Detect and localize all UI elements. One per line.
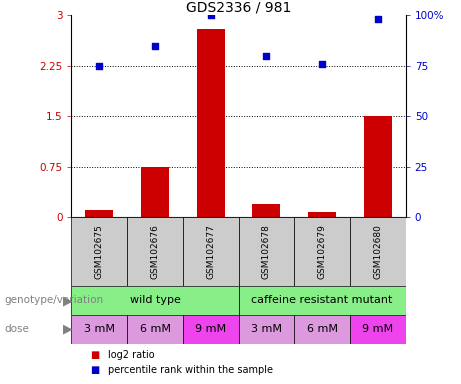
Text: percentile rank within the sample: percentile rank within the sample xyxy=(108,366,273,376)
Text: GSM102678: GSM102678 xyxy=(262,224,271,279)
Bar xyxy=(308,212,336,217)
Text: ▶: ▶ xyxy=(64,294,73,307)
Text: 9 mM: 9 mM xyxy=(195,324,226,334)
Text: 3 mM: 3 mM xyxy=(84,324,115,334)
Text: wild type: wild type xyxy=(130,295,180,306)
Bar xyxy=(183,315,238,344)
Bar xyxy=(350,315,406,344)
Text: 6 mM: 6 mM xyxy=(140,324,171,334)
Text: genotype/variation: genotype/variation xyxy=(5,295,104,306)
Title: GDS2336 / 981: GDS2336 / 981 xyxy=(186,0,291,14)
Text: ▶: ▶ xyxy=(64,323,73,336)
Point xyxy=(151,43,159,49)
Bar xyxy=(364,116,392,217)
Text: GSM102679: GSM102679 xyxy=(318,224,327,279)
Text: GSM102675: GSM102675 xyxy=(95,224,104,279)
Bar xyxy=(127,217,183,286)
Bar xyxy=(183,217,238,286)
Point xyxy=(374,17,382,23)
Point xyxy=(263,53,270,59)
Point xyxy=(319,61,326,68)
Bar xyxy=(71,217,127,286)
Text: GSM102680: GSM102680 xyxy=(373,224,382,279)
Text: ■: ■ xyxy=(90,350,99,360)
Bar xyxy=(85,210,113,217)
Bar xyxy=(71,315,127,344)
Bar xyxy=(239,315,294,344)
Bar xyxy=(197,29,225,217)
Text: 3 mM: 3 mM xyxy=(251,324,282,334)
Text: GSM102676: GSM102676 xyxy=(150,224,160,279)
Bar xyxy=(253,204,280,217)
Text: log2 ratio: log2 ratio xyxy=(108,350,155,360)
Text: 6 mM: 6 mM xyxy=(307,324,337,334)
Text: caffeine resistant mutant: caffeine resistant mutant xyxy=(251,295,393,306)
Text: GSM102677: GSM102677 xyxy=(206,224,215,279)
Bar xyxy=(71,286,239,315)
Text: ■: ■ xyxy=(90,366,99,376)
Text: dose: dose xyxy=(5,324,30,334)
Text: 9 mM: 9 mM xyxy=(362,324,393,334)
Bar xyxy=(350,217,406,286)
Point xyxy=(95,63,103,69)
Bar xyxy=(294,217,350,286)
Bar xyxy=(127,315,183,344)
Point xyxy=(207,12,214,18)
Bar xyxy=(141,167,169,217)
Bar xyxy=(239,286,406,315)
Bar xyxy=(294,315,350,344)
Bar xyxy=(238,217,294,286)
